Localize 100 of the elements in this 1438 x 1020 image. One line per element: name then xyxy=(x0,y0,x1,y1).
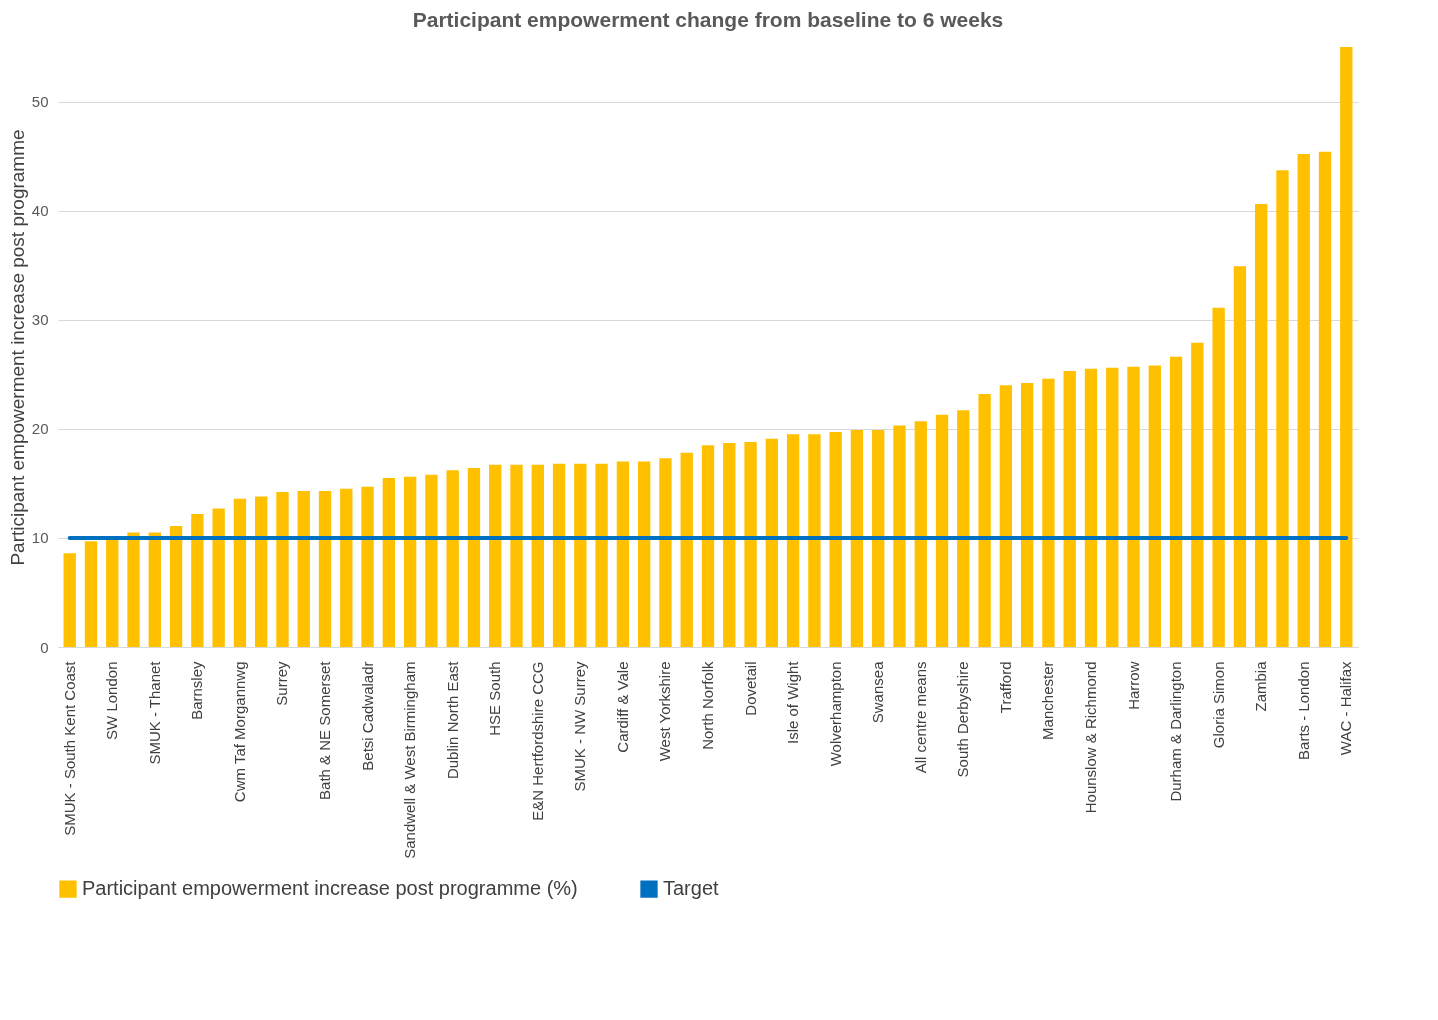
x-tick-label: Barnsley xyxy=(188,661,206,720)
x-tick-label: SMUK - NW Surrey xyxy=(571,661,589,792)
x-tick-label: SMUK - South Kent Coast xyxy=(60,660,78,836)
bar xyxy=(829,432,842,647)
y-tick-label: 40 xyxy=(31,202,49,220)
x-tick-label: WAC - Halifax xyxy=(1337,661,1355,756)
x-tick-label: Sandwell & West Birmingham xyxy=(401,661,419,859)
bar xyxy=(1042,378,1055,647)
bar xyxy=(744,441,757,647)
bar xyxy=(914,421,927,647)
bar xyxy=(1255,204,1268,647)
x-tick-label: All centre means xyxy=(911,661,929,774)
x-tick-label: Barts - London xyxy=(1294,661,1312,760)
x-tick-label: Surrey xyxy=(273,661,291,706)
bar xyxy=(1297,153,1310,647)
bar xyxy=(1106,367,1119,647)
bar xyxy=(680,452,693,647)
x-tick-label: Bath & NE Somerset xyxy=(316,660,334,800)
bar xyxy=(957,410,970,647)
x-tick-label: Durham & Darlington xyxy=(1167,661,1185,802)
bar xyxy=(318,491,332,647)
x-tick-label: West Yorkshire xyxy=(656,661,674,762)
bar xyxy=(893,425,906,647)
bar xyxy=(1212,307,1225,647)
x-tick-label: Manchester xyxy=(1039,661,1057,740)
x-tick-label: Dublin North East xyxy=(443,660,461,780)
bar xyxy=(1063,371,1076,647)
bar xyxy=(999,385,1013,647)
x-tick-label: SMUK - Thanet xyxy=(145,660,163,765)
chart-title: Participant empowerment change from baseline to 6 weeks xyxy=(412,8,1004,31)
x-tick-label: E&N Hertfordshire CCG xyxy=(528,661,546,821)
bar xyxy=(255,496,268,647)
bar xyxy=(701,445,715,647)
bar xyxy=(148,532,161,647)
x-tick-label: Trafford xyxy=(996,661,1014,714)
bar xyxy=(297,491,310,647)
bar xyxy=(340,488,353,647)
bar xyxy=(127,532,140,647)
bar xyxy=(595,463,608,647)
bar xyxy=(552,463,566,647)
bar xyxy=(489,464,502,647)
bar xyxy=(1233,266,1247,647)
bar xyxy=(765,438,778,647)
y-axis-title: Participant empowerment increase post programme xyxy=(6,129,28,566)
bar xyxy=(276,492,289,647)
bar xyxy=(169,525,183,647)
bar xyxy=(808,434,821,647)
bar xyxy=(872,429,885,647)
y-tick-label: 20 xyxy=(31,420,49,438)
bar xyxy=(467,468,481,647)
x-tick-label: HSE South xyxy=(486,661,504,736)
y-tick-label: 30 xyxy=(31,311,49,329)
bar xyxy=(1276,170,1289,647)
bar xyxy=(1191,342,1204,647)
bar xyxy=(233,498,247,647)
bar xyxy=(361,486,374,647)
x-tick-label: Cwm Taf Morgannwg xyxy=(230,661,248,803)
bar xyxy=(723,443,736,647)
bar xyxy=(63,553,76,647)
bar xyxy=(84,541,98,647)
legend-label: Participant empowerment increase post programme (%) xyxy=(82,877,578,900)
x-tick-label: North Norfolk xyxy=(699,661,716,750)
bar xyxy=(1084,368,1098,647)
bar xyxy=(446,470,459,647)
bar xyxy=(403,476,417,647)
bar xyxy=(1169,356,1183,647)
bar xyxy=(978,393,991,647)
bar xyxy=(1340,47,1353,647)
y-tick-label: 10 xyxy=(31,529,49,547)
y-tick-label: 0 xyxy=(40,638,49,656)
bar xyxy=(510,464,523,647)
x-tick-label: Isle of Wight xyxy=(784,660,802,745)
bar xyxy=(382,477,396,647)
bar xyxy=(1148,365,1161,647)
x-tick-label: Betsi Cadwaladr xyxy=(358,661,376,771)
x-tick-label: Gloria Simon xyxy=(1209,661,1227,749)
x-tick-label: Zambia xyxy=(1252,660,1270,712)
x-tick-label: Dovetail xyxy=(741,661,759,716)
bar xyxy=(616,461,630,647)
bar xyxy=(1020,383,1034,647)
x-tick-label: Harrow xyxy=(1124,661,1142,710)
bar xyxy=(786,434,800,647)
x-tick-label: Swansea xyxy=(869,660,887,724)
bar xyxy=(425,474,438,647)
bar xyxy=(935,414,949,647)
bar xyxy=(659,458,672,647)
x-tick-label: SW London xyxy=(103,661,121,740)
x-tick-label: Hounslow & Richmond xyxy=(1081,661,1099,814)
bar xyxy=(106,537,119,647)
x-tick-label: South Derbyshire xyxy=(954,661,972,778)
x-tick-label: Wolverhampton xyxy=(826,661,844,767)
bar xyxy=(1127,366,1140,647)
y-tick-label: 50 xyxy=(31,93,49,111)
bar xyxy=(850,429,864,647)
bar xyxy=(1318,151,1332,647)
legend-label: Target xyxy=(663,877,720,900)
bar xyxy=(212,508,225,647)
bar xyxy=(574,463,587,647)
bar xyxy=(531,464,544,647)
bar xyxy=(191,513,204,647)
